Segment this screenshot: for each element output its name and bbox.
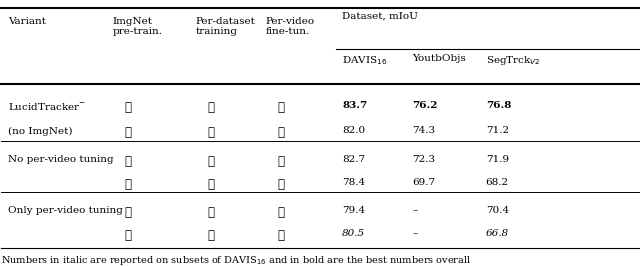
Text: ✓: ✓	[277, 229, 284, 242]
Text: 70.4: 70.4	[486, 206, 509, 215]
Text: 78.4: 78.4	[342, 178, 365, 187]
Text: SegTrck$_{V2}$: SegTrck$_{V2}$	[486, 54, 540, 67]
Text: ✓: ✓	[124, 206, 131, 219]
Text: ✗: ✗	[124, 229, 131, 242]
Text: 80.5: 80.5	[342, 229, 365, 238]
Text: 83.7: 83.7	[342, 101, 367, 110]
Text: Per-video
fine-tun.: Per-video fine-tun.	[266, 16, 315, 36]
Text: ✓: ✓	[207, 127, 214, 139]
Text: 71.9: 71.9	[486, 155, 509, 164]
Text: 82.7: 82.7	[342, 155, 365, 164]
Text: Dataset, mIoU: Dataset, mIoU	[342, 12, 418, 21]
Text: ✓: ✓	[277, 127, 284, 139]
Text: Per-dataset
training: Per-dataset training	[196, 16, 255, 36]
Text: 71.2: 71.2	[486, 127, 509, 135]
Text: ✓: ✓	[124, 155, 131, 168]
Text: ✗: ✗	[207, 229, 214, 242]
Text: ✗: ✗	[277, 178, 284, 191]
Text: Numbers in italic are reported on subsets of DAVIS$_{16}$ and in bold are the be: Numbers in italic are reported on subset…	[1, 254, 472, 266]
Text: 79.4: 79.4	[342, 206, 365, 215]
Text: 69.7: 69.7	[412, 178, 436, 187]
Text: (no ImgNet): (no ImgNet)	[8, 127, 72, 136]
Text: ✗: ✗	[124, 178, 131, 191]
Text: 82.0: 82.0	[342, 127, 365, 135]
Text: 66.8: 66.8	[486, 229, 509, 238]
Text: ✗: ✗	[124, 127, 131, 139]
Text: No per-video tuning: No per-video tuning	[8, 155, 113, 164]
Text: ✓: ✓	[207, 178, 214, 191]
Text: –: –	[412, 206, 418, 215]
Text: ✗: ✗	[207, 206, 214, 219]
Text: DAVIS$_{16}$: DAVIS$_{16}$	[342, 54, 388, 67]
Text: ImgNet
pre-train.: ImgNet pre-train.	[113, 16, 163, 36]
Text: ✓: ✓	[207, 155, 214, 168]
Text: ✓: ✓	[124, 101, 131, 114]
Text: ✓: ✓	[277, 101, 284, 114]
Text: ✓: ✓	[277, 206, 284, 219]
Text: 74.3: 74.3	[412, 127, 436, 135]
Text: ✓: ✓	[207, 101, 214, 114]
Text: LucidTracker$^{-}$: LucidTracker$^{-}$	[8, 101, 86, 112]
Text: Only per-video tuning: Only per-video tuning	[8, 206, 123, 215]
Text: 72.3: 72.3	[412, 155, 436, 164]
Text: Variant: Variant	[8, 16, 46, 26]
Text: 68.2: 68.2	[486, 178, 509, 187]
Text: 76.8: 76.8	[486, 101, 511, 110]
Text: ✗: ✗	[277, 155, 284, 168]
Text: YoutbObjs: YoutbObjs	[412, 54, 466, 63]
Text: –: –	[412, 229, 418, 238]
Text: 76.2: 76.2	[412, 101, 438, 110]
